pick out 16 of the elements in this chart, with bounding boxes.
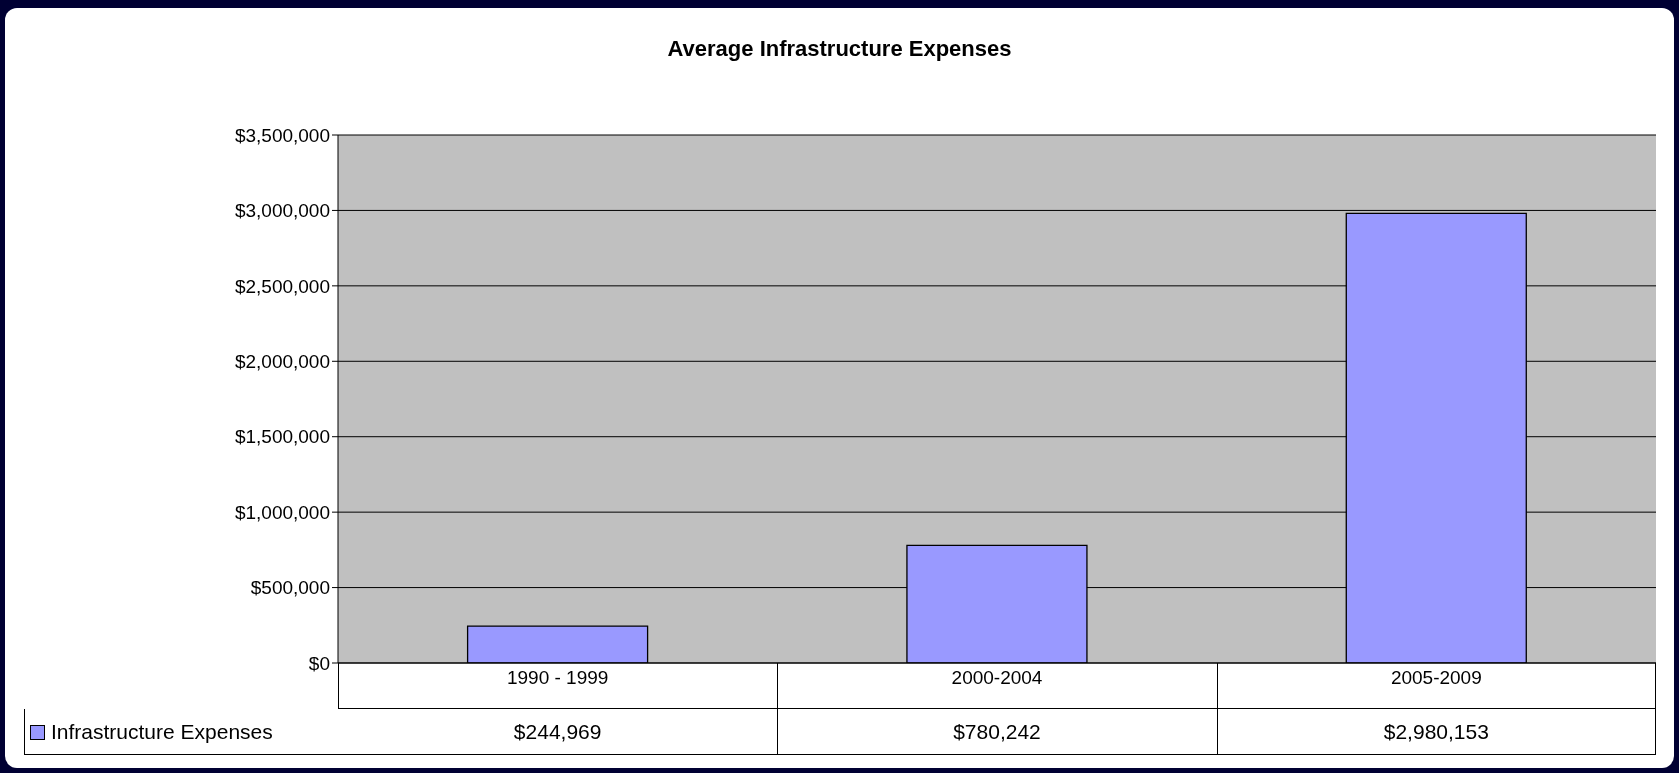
- data-label: $780,242: [952, 719, 1042, 745]
- y-tick-label: $0: [308, 652, 330, 674]
- y-tick-label: $1,000,000: [234, 501, 330, 523]
- y-tick-label: $500,000: [250, 577, 330, 599]
- chart-title: Average Infrastructure Expenses: [666, 36, 1013, 62]
- x-tick-label: 2005-2009: [1390, 667, 1482, 689]
- x-tick-label: 1990 - 1999: [506, 667, 609, 689]
- y-tick-label: $2,500,000: [234, 275, 330, 297]
- data-label: $2,980,153: [1382, 719, 1490, 745]
- x-tick-label: 2000-2004: [951, 667, 1043, 689]
- y-tick-label: $1,500,000: [234, 426, 330, 448]
- y-tick-label: $3,500,000: [234, 124, 330, 146]
- y-tick-label: $3,000,000: [234, 200, 330, 222]
- legend-label: Infrastructure Expenses: [51, 720, 273, 744]
- data-label: $244,969: [512, 719, 603, 745]
- y-tick-label: $2,000,000: [234, 351, 330, 373]
